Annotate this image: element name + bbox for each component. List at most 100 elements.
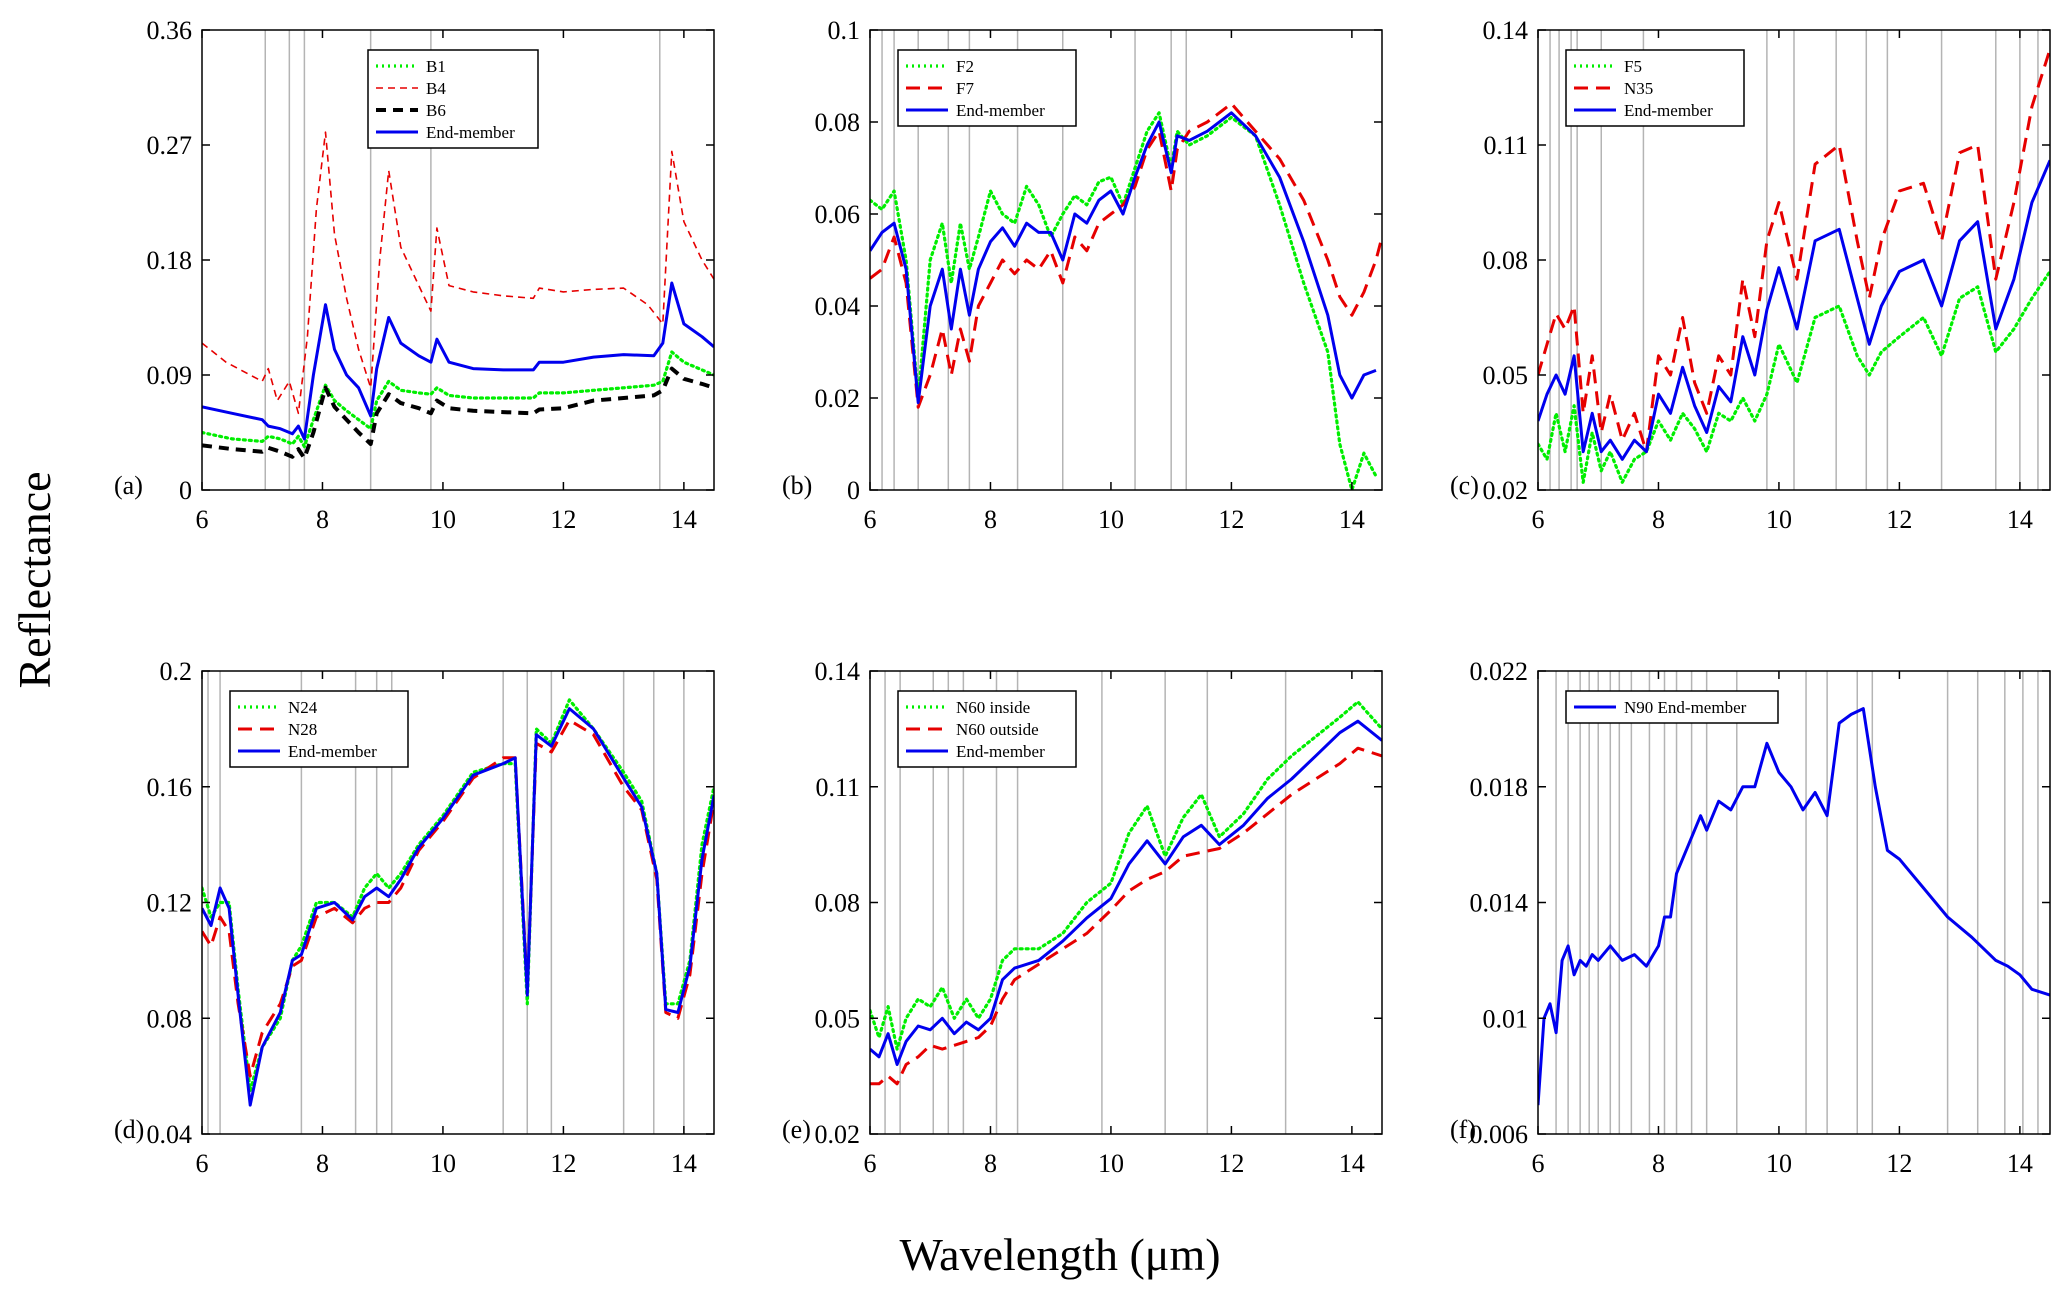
panel-label: (f) bbox=[1450, 1115, 1476, 1144]
panel-f: 6 8 10 12 14 0.006 0.01 0.014 0.018 0.022 (f) N90 E… bbox=[1450, 657, 2051, 1178]
y-tick-label: 0.08 bbox=[815, 889, 861, 918]
plot-frame bbox=[869, 29, 1383, 491]
x-tick-label: 14 bbox=[671, 505, 697, 534]
series-line bbox=[1538, 269, 2050, 484]
series-line bbox=[870, 111, 1378, 490]
x-tick-label: 14 bbox=[1339, 505, 1365, 534]
plot-frame bbox=[1537, 670, 2051, 1135]
y-tick-label: 0.27 bbox=[147, 131, 193, 160]
panel-c: 6 8 10 12 14 0.02 0.05 0.08 0.11 0.14 (c) F5 N35 End-… bbox=[1450, 16, 2051, 534]
y-tick-label: 0.02 bbox=[1483, 476, 1529, 505]
y-tick-label: 0.022 bbox=[1470, 657, 1529, 686]
panel-label: (c) bbox=[1450, 471, 1479, 500]
legend-entry: N60 inside bbox=[956, 698, 1030, 717]
x-tick-label: 12 bbox=[550, 1149, 576, 1178]
x-tick-label: 8 bbox=[1652, 505, 1665, 534]
x-tick-label: 14 bbox=[1339, 1149, 1365, 1178]
series-line bbox=[202, 281, 714, 441]
y-tick-label: 0.02 bbox=[815, 1120, 861, 1149]
y-tick-label: 0.06 bbox=[815, 200, 861, 229]
series-line bbox=[202, 350, 714, 449]
legend-entry: End-member bbox=[956, 101, 1045, 120]
y-tick-label: 0.1 bbox=[828, 16, 861, 45]
y-tick-label: 0.04 bbox=[815, 292, 861, 321]
x-tick-label: 10 bbox=[1098, 1149, 1124, 1178]
x-tick-label: 12 bbox=[550, 505, 576, 534]
legend-entry: F2 bbox=[956, 57, 974, 76]
y-tick-label: 0 bbox=[179, 476, 192, 505]
y-tick-label: 0.014 bbox=[1470, 889, 1529, 918]
y-tick-label: 0.36 bbox=[147, 16, 193, 45]
x-tick-label: 14 bbox=[2007, 1149, 2033, 1178]
legend-entry: N60 outside bbox=[956, 720, 1039, 739]
legend-entry: B4 bbox=[426, 79, 446, 98]
x-tick-label: 12 bbox=[1886, 1149, 1912, 1178]
panel-label: (d) bbox=[114, 1115, 144, 1144]
y-tick-label: 0.09 bbox=[147, 361, 193, 390]
y-tick-label: 0 bbox=[847, 476, 860, 505]
series-line bbox=[1538, 48, 2050, 454]
legend-box bbox=[897, 690, 1077, 768]
panels: 6 8 10 12 1400.090.180.270.36(a)B1B4B6End-me… bbox=[114, 16, 2051, 1178]
y-tick-label: 0.08 bbox=[147, 1004, 193, 1033]
series-line bbox=[1538, 707, 2050, 1106]
x-tick-label: 6 bbox=[864, 1149, 877, 1178]
y-tick-label: 0.16 bbox=[147, 773, 193, 802]
x-tick-label: 14 bbox=[671, 1149, 697, 1178]
x-tick-label: 8 bbox=[984, 505, 997, 534]
panel-label: (a) bbox=[114, 471, 143, 500]
legend-box bbox=[897, 49, 1077, 127]
y-axis-title: Reflectance bbox=[9, 471, 60, 688]
series-line bbox=[202, 707, 714, 1107]
series-line bbox=[870, 746, 1382, 1086]
x-tick-label: 6 bbox=[196, 505, 209, 534]
legend-entry: End-member bbox=[288, 742, 377, 761]
x-tick-label: 6 bbox=[1532, 1149, 1545, 1178]
y-tick-label: 0.08 bbox=[1483, 246, 1529, 275]
x-tick-label: 10 bbox=[1766, 1149, 1792, 1178]
y-tick-label: 0.18 bbox=[147, 246, 193, 275]
x-tick-label: 6 bbox=[1532, 505, 1545, 534]
legend-entry: F7 bbox=[956, 79, 974, 98]
series-line bbox=[870, 102, 1382, 409]
y-tick-label: 0.11 bbox=[1483, 131, 1528, 160]
y-tick-label: 0.006 bbox=[1470, 1120, 1529, 1149]
x-tick-label: 10 bbox=[430, 505, 456, 534]
legend-entry: End-member bbox=[1624, 101, 1713, 120]
x-tick-label: 10 bbox=[1766, 505, 1792, 534]
y-tick-label: 0.01 bbox=[1483, 1004, 1529, 1033]
x-tick-label: 8 bbox=[984, 1149, 997, 1178]
y-tick-label: 0.14 bbox=[815, 657, 861, 686]
series-line bbox=[1538, 159, 2050, 461]
x-tick-label: 8 bbox=[316, 1149, 329, 1178]
legend-entry: End-member bbox=[956, 742, 1045, 761]
x-tick-label: 12 bbox=[1218, 1149, 1244, 1178]
x-tick-label: 6 bbox=[196, 1149, 209, 1178]
x-tick-label: 10 bbox=[430, 1149, 456, 1178]
y-tick-label: 0.08 bbox=[815, 108, 861, 137]
panel-d: 6 8 10 12 14 0.04 0.08 0.12 0.16 0.2 (d) N24 N28 End-… bbox=[114, 657, 715, 1178]
legend-entry: N24 bbox=[288, 698, 318, 717]
y-tick-label: 0.02 bbox=[815, 384, 861, 413]
series-line bbox=[870, 700, 1382, 1051]
y-tick-label: 0.05 bbox=[815, 1004, 861, 1033]
y-tick-label: 0.14 bbox=[1483, 16, 1529, 45]
x-tick-label: 14 bbox=[2007, 505, 2033, 534]
series-line bbox=[202, 131, 714, 415]
y-tick-label: 0.05 bbox=[1483, 361, 1529, 390]
x-tick-label: 6 bbox=[864, 505, 877, 534]
x-tick-label: 12 bbox=[1886, 505, 1912, 534]
legend-box bbox=[229, 690, 409, 768]
legend-entry: N90 End-member bbox=[1624, 698, 1747, 717]
x-axis-title: Wavelength (μm) bbox=[899, 1229, 1220, 1280]
y-tick-label: 0.04 bbox=[147, 1120, 193, 1149]
y-tick-label: 0.018 bbox=[1470, 773, 1529, 802]
legend-box bbox=[1565, 49, 1745, 127]
x-tick-label: 12 bbox=[1218, 505, 1244, 534]
x-tick-label: 8 bbox=[316, 505, 329, 534]
panel-e: 6 8 10 12 14 0.02 0.05 0.08 0.11 0.14 (e) N60 insid… bbox=[782, 657, 1383, 1178]
x-tick-label: 10 bbox=[1098, 505, 1124, 534]
series-line bbox=[870, 111, 1377, 405]
y-tick-label: 0.2 bbox=[160, 657, 193, 686]
